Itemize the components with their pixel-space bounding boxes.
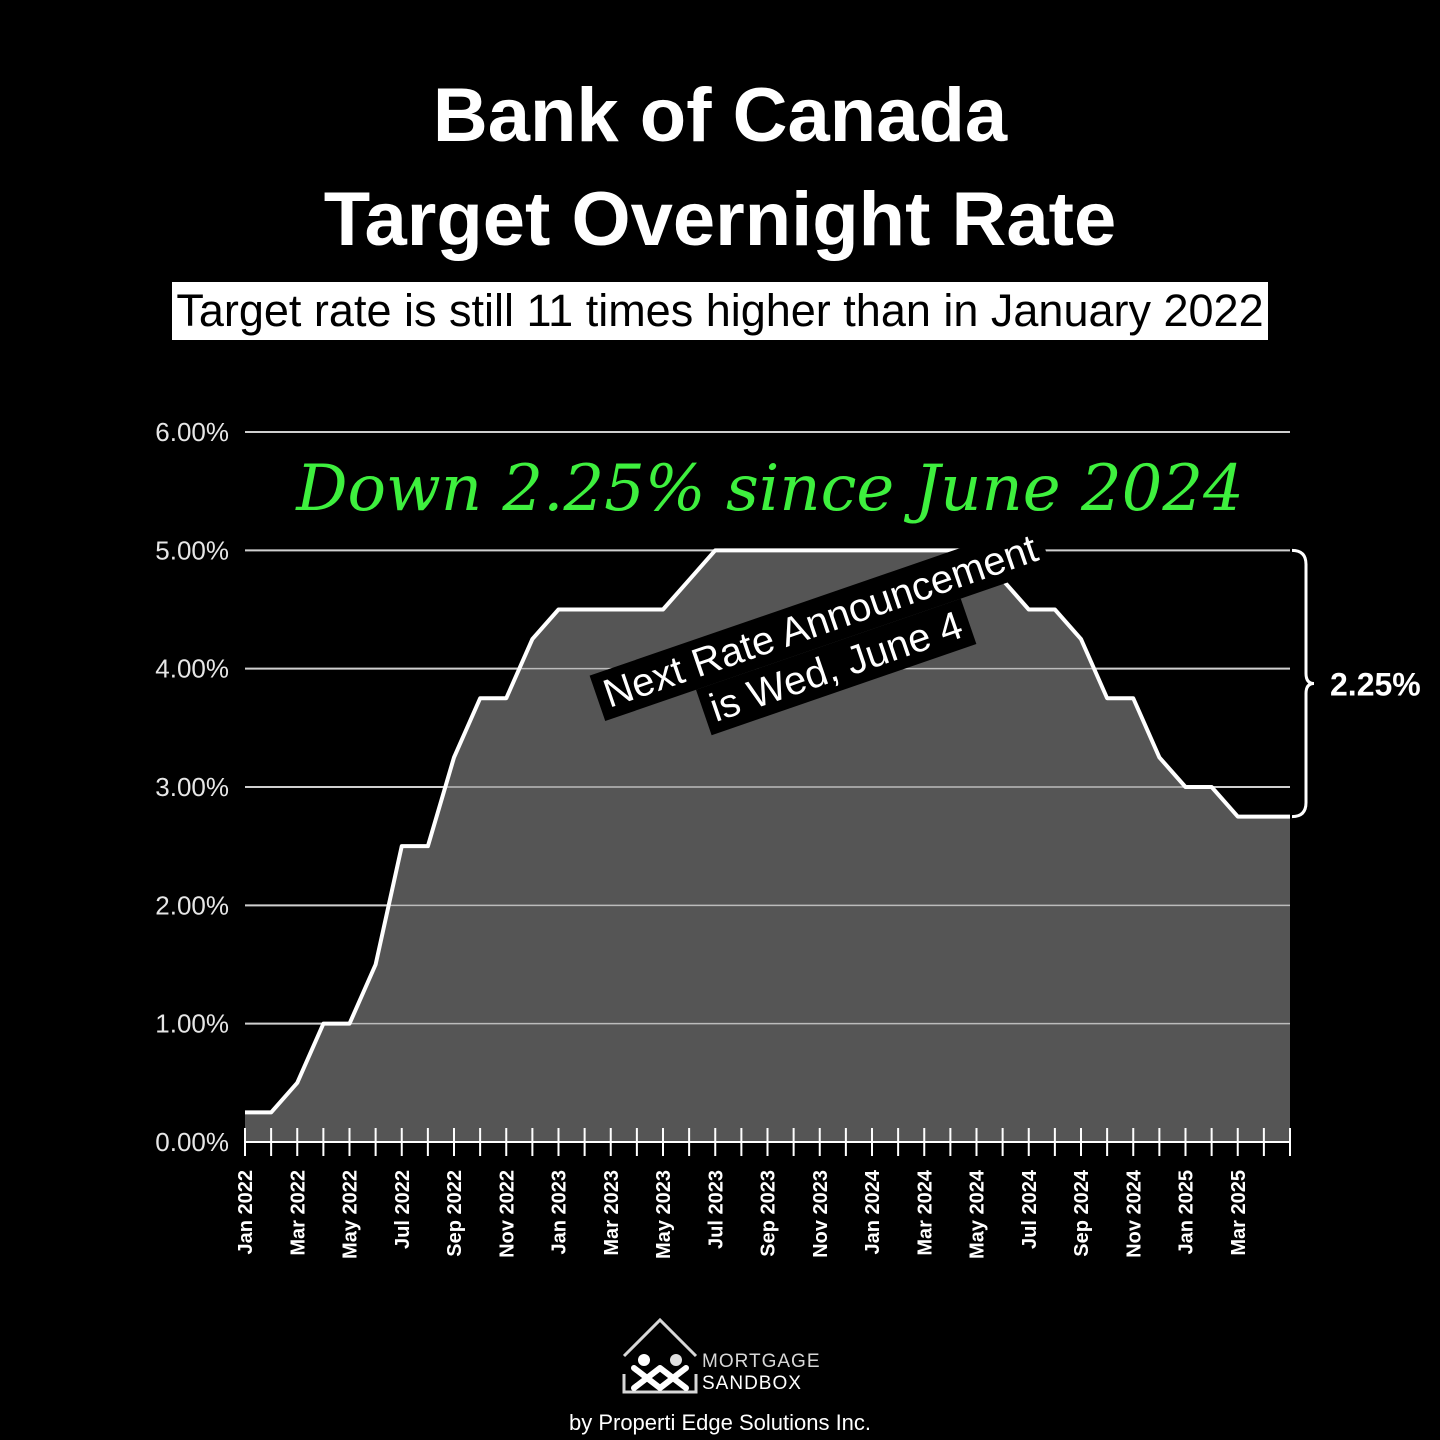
chart-title-line-1: Bank of Canada — [432, 73, 1008, 158]
x-tick-label: Mar 2022 — [287, 1170, 309, 1256]
x-tick-label: Nov 2023 — [810, 1170, 832, 1258]
x-tick-label: Nov 2022 — [496, 1170, 518, 1258]
y-tick-label: 3.00% — [155, 772, 229, 802]
y-axis-ticks: 0.00% 1.00% 2.00% 3.00% 4.00% 5.00% 6.00% — [155, 417, 229, 1157]
y-tick-label: 1.00% — [155, 1009, 229, 1039]
x-tick-label: Mar 2024 — [914, 1169, 936, 1255]
rate-line — [245, 548, 1290, 1115]
x-tick-label: Jul 2024 — [1019, 1169, 1041, 1249]
y-tick-label: 6.00% — [155, 417, 229, 447]
x-tick-label: Jul 2023 — [705, 1170, 727, 1249]
x-tick-label: Jul 2022 — [392, 1170, 414, 1249]
down-since-annotation: Down 2.25% since June 2024 — [295, 452, 1244, 526]
x-tick-label: Jan 2025 — [1176, 1170, 1198, 1255]
x-tick-label: May 2024 — [967, 1169, 989, 1259]
house-logo-icon — [622, 1317, 698, 1394]
y-tick-label: 0.00% — [155, 1127, 229, 1157]
logo-text-mortgage: MORTGAGE — [702, 1351, 821, 1372]
x-tick-label: Jan 2024 — [862, 1169, 884, 1254]
chart-subtitle: Target rate is still 11 times higher tha… — [172, 282, 1268, 340]
x-tick-label: Sep 2022 — [444, 1170, 466, 1257]
x-tick-label: Nov 2024 — [1123, 1169, 1145, 1258]
y-tick-label: 4.00% — [155, 654, 229, 684]
x-tick-label: Sep 2024 — [1071, 1169, 1093, 1257]
x-axis-ticks: Jan 2022 Mar 2022 May 2022 Jul 2022 Sep 2022… — [235, 1128, 1291, 1259]
bracket-label: 2.25% — [1330, 666, 1421, 702]
x-tick-label: May 2022 — [340, 1170, 362, 1259]
subtitle-wrap: Target rate is still 11 times higher tha… — [0, 282, 1440, 340]
change-bracket — [1291, 548, 1315, 819]
chart-title-line-2: Target Overnight Rate — [323, 177, 1117, 262]
x-tick-label: Sep 2023 — [758, 1170, 780, 1257]
x-tick-label: Mar 2025 — [1228, 1170, 1250, 1256]
x-tick-label: Jan 2023 — [549, 1170, 571, 1255]
y-tick-label: 2.00% — [155, 890, 229, 920]
x-tick-label: May 2023 — [653, 1170, 675, 1259]
x-tick-label: Jan 2022 — [235, 1170, 257, 1255]
y-tick-label: 5.00% — [155, 535, 229, 565]
byline: by Properti Edge Solutions Inc. — [568, 1410, 872, 1435]
logo-text-sandbox: SANDBOX — [702, 1373, 802, 1394]
x-tick-label: Mar 2023 — [601, 1170, 623, 1256]
mortgage-sandbox-logo: MORTGAGE SANDBOX — [620, 1316, 830, 1406]
